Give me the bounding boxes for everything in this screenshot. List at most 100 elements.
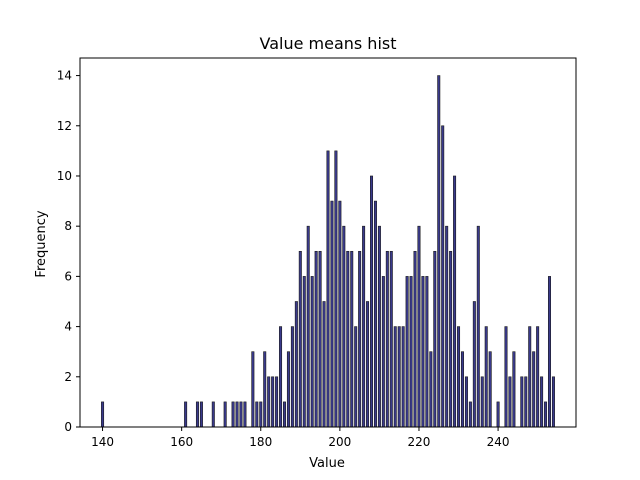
histogram-bar [488,351,492,428]
histogram-bar [251,351,255,428]
histogram-bar [366,301,370,428]
histogram-bar [330,200,334,428]
histogram-bar [453,175,457,428]
histogram-bar [532,351,536,428]
histogram-bar [437,75,441,428]
histogram-bar [385,250,389,428]
histogram-bar [310,276,314,428]
histogram-bar [362,225,366,428]
x-tick-label: 160 [170,435,193,449]
histogram-bar [350,250,354,428]
histogram-bar [449,250,453,428]
histogram-bar [524,376,528,428]
histogram-bar [480,376,484,428]
histogram-bar [306,225,310,428]
histogram-bar [231,401,235,428]
histogram-bar [290,326,294,428]
axes-layer: 140 160 180 200 220 240 0 2 4 6 8 10 12 14 [57,57,577,449]
x-axis-title: Value [309,456,345,471]
histogram-bar [271,376,275,428]
histogram-bar [551,376,555,428]
histogram-bar [508,376,512,428]
y-tick-label: 14 [57,69,72,83]
histogram-bar [334,150,338,428]
histogram-bar [381,276,385,428]
histogram-bar [199,401,203,428]
y-axis-title: Frequency [34,210,49,277]
histogram-bar [417,225,421,428]
histogram-bar [298,250,302,428]
histogram-bar [405,276,409,428]
histogram-bar [370,175,374,428]
x-tick-label: 240 [487,435,510,449]
histogram-bar [425,276,429,428]
histogram-bar [445,225,449,428]
histogram-bar [342,225,346,428]
y-tick-label: 2 [64,370,72,384]
y-tick-label: 12 [57,119,72,133]
histogram-bar [409,276,413,428]
histogram-bar [286,351,290,428]
y-tick-label: 8 [64,219,72,233]
plot-frame [79,57,577,428]
x-tick-label: 140 [91,435,114,449]
histogram-bar [547,276,551,428]
histogram-bar [282,401,286,428]
histogram-bar [184,401,188,428]
histogram-bar [235,401,239,428]
chart-title: Value means hist [259,34,396,53]
histogram-bar [302,276,306,428]
histogram-bar [275,376,279,428]
x-tick-label: 200 [328,435,351,449]
histogram-bar [267,376,271,428]
histogram-bar [413,250,417,428]
histogram-bar [401,326,405,428]
histogram-bar [377,225,381,428]
y-tick-label: 10 [57,169,72,183]
histogram-bar [318,250,322,428]
histogram-bar [457,326,461,428]
y-tick-label: 0 [64,420,72,434]
y-tick-label: 6 [64,269,72,283]
histogram-bar [223,401,227,428]
histogram-bar [279,326,283,428]
histogram-bar [373,200,377,428]
histogram-bar [429,351,433,428]
histogram-bar [520,376,524,428]
histogram-bar [239,401,243,428]
histogram-bar [255,401,259,428]
histogram-bar [476,225,480,428]
histogram-bar [354,326,358,428]
histogram-bar [326,150,330,428]
histogram-bar [294,301,298,428]
x-tick-label: 180 [249,435,272,449]
histogram-bar [512,351,516,428]
histogram-bar [322,301,326,428]
histogram-bar [540,376,544,428]
histogram-bar [464,376,468,428]
histogram-bar [211,401,215,428]
histogram-bar [397,326,401,428]
histogram-bar [472,301,476,428]
histogram-bar [468,401,472,428]
histogram-bar [263,351,267,428]
histogram-bar [441,125,445,428]
histogram-bar [358,250,362,428]
histogram-bar [243,401,247,428]
histogram-bar [195,401,199,428]
histogram-bar [504,326,508,428]
y-tick-label: 4 [64,320,72,334]
histogram-bar [528,326,532,428]
histogram-bar [346,250,350,428]
histogram-bar [484,326,488,428]
histogram-bar [433,250,437,428]
histogram-bar [389,250,393,428]
x-tick-label: 220 [408,435,431,449]
histogram-bar [338,200,342,428]
histogram-bar [536,326,540,428]
histogram-bar [460,351,464,428]
histogram-bar [101,401,105,428]
histogram-bar [496,401,500,428]
